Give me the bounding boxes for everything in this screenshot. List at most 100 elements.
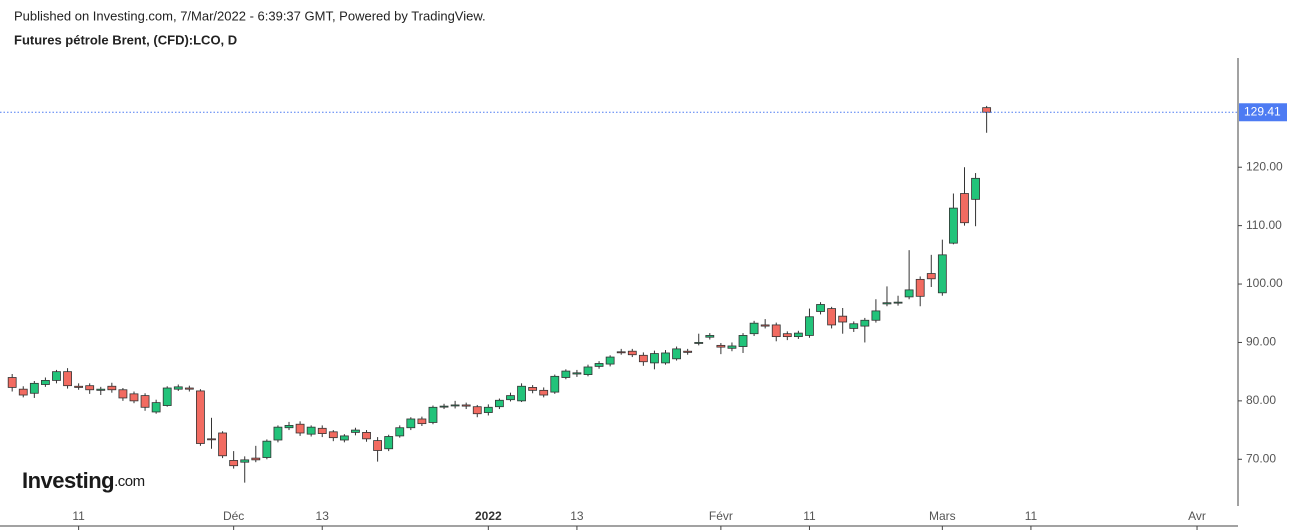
candle-body [450, 404, 460, 407]
x-tick-label: 2022 [475, 509, 502, 523]
candle-body [805, 316, 814, 336]
last-price-box [1239, 103, 1287, 122]
candle-body [827, 308, 837, 326]
candle-body [893, 301, 903, 304]
candle-body [661, 352, 670, 364]
candle-body [85, 385, 95, 391]
candle-body [196, 390, 205, 444]
y-tick-label: 100.00 [1246, 276, 1283, 290]
candle-body [650, 353, 659, 364]
candle-body [251, 457, 261, 461]
logo: Investing.com [22, 468, 145, 493]
candle-body [373, 440, 383, 451]
candle-body [7, 377, 17, 388]
candle-body [173, 386, 183, 390]
candle-body [317, 427, 327, 434]
candle-body [461, 404, 471, 407]
candle-body [749, 322, 759, 335]
last-price-label: 129.41 [1244, 104, 1281, 118]
x-tick-label: 11 [72, 509, 85, 523]
candle-body [207, 438, 216, 441]
candle-body [284, 424, 294, 429]
candle-body [118, 389, 128, 399]
candle-body [472, 406, 482, 415]
x-tick-label: 11 [1025, 509, 1038, 523]
candle-body [782, 333, 792, 338]
candle-body [616, 351, 626, 354]
candle-body [384, 436, 394, 450]
candle-body [561, 370, 571, 378]
candle-body [295, 423, 305, 434]
x-tick-label: 13 [316, 509, 330, 523]
x-tick-label: Févr [709, 509, 733, 523]
y-tick-label: 110.00 [1246, 218, 1282, 232]
candle-body [838, 315, 848, 323]
candle-body [495, 399, 504, 408]
x-tick-label: Mars [929, 509, 956, 523]
candle-body [960, 193, 969, 224]
candle-body [572, 372, 582, 375]
candle-body [428, 406, 438, 423]
candle-body [550, 375, 560, 393]
candle-body [262, 440, 272, 458]
published-note: Published on Investing.com, 7/Mar/2022 -… [14, 8, 486, 23]
candle-body [273, 426, 283, 441]
candle-body [240, 459, 250, 463]
candle-body [915, 278, 925, 297]
candle-body [218, 432, 227, 457]
x-tick-label: Avr [1188, 509, 1206, 523]
candle-body [129, 393, 139, 402]
candle-body [29, 382, 39, 394]
y-tick-label: 120.00 [1246, 159, 1283, 173]
y-tick-label: 70.00 [1246, 451, 1276, 465]
candle-body [638, 354, 648, 363]
candle-body [439, 405, 449, 408]
candle-body [395, 427, 405, 437]
candle-body [760, 324, 770, 327]
candle-body [882, 302, 892, 305]
candle-body [716, 344, 726, 348]
candle-body [937, 254, 947, 294]
candle-body [18, 388, 28, 396]
candle-body [96, 388, 106, 391]
candle-body [694, 342, 704, 344]
candle-body [506, 395, 515, 401]
candle-body [107, 385, 117, 391]
candle-body [184, 387, 194, 390]
candle-body [705, 335, 715, 338]
logo-suffix: .com [114, 473, 145, 490]
candle-body [904, 289, 914, 298]
candle-body [151, 402, 161, 413]
chart-title: Futures pétrole Brent, (CFD):LCO, D [14, 32, 237, 47]
candle-body [52, 371, 61, 381]
candle-body [162, 387, 172, 406]
candle-body [982, 107, 992, 113]
candle-body [328, 431, 338, 439]
candle-body [362, 432, 371, 440]
candle-body [583, 366, 593, 375]
candle-body [517, 385, 526, 402]
candle-body [971, 177, 980, 200]
candle-body [63, 371, 72, 387]
candle-body [74, 385, 84, 388]
candle-body [793, 332, 803, 338]
x-tick-label: 13 [570, 509, 584, 523]
candle-body [140, 395, 150, 408]
candle-body [871, 310, 881, 321]
candle-body [406, 418, 416, 429]
candle-body [351, 429, 360, 433]
candle-body [417, 418, 427, 425]
x-tick-label: 11 [803, 509, 816, 523]
candle-body [41, 380, 50, 385]
candle-body [339, 435, 349, 441]
y-tick-label: 80.00 [1246, 393, 1276, 407]
candle-body [926, 273, 936, 280]
candle-body [683, 350, 693, 353]
candle-body [483, 406, 493, 413]
candle-body [849, 323, 859, 329]
candle-body [738, 335, 748, 347]
x-tick-label: Déc [223, 509, 244, 523]
y-tick-label: 90.00 [1246, 335, 1276, 349]
candle-body [594, 363, 604, 367]
candle-body [306, 426, 316, 435]
